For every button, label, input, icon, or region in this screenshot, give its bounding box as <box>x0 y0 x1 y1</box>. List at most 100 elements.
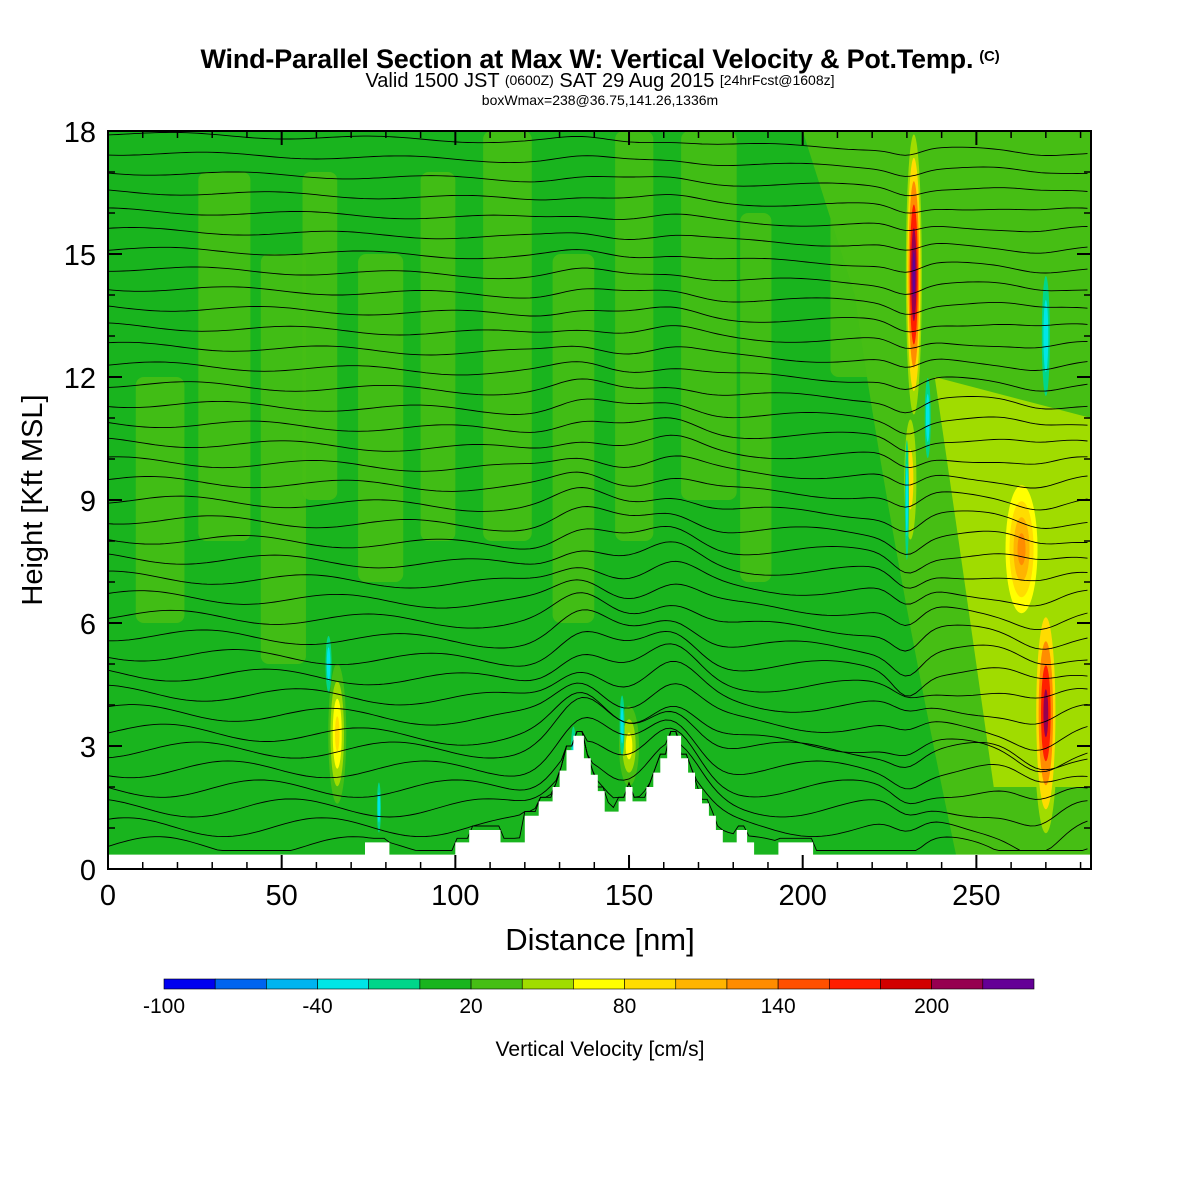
theta-contour <box>108 560 1088 607</box>
theta-contour <box>108 592 1088 652</box>
theta-contour <box>108 171 1088 197</box>
updraft-streak <box>260 254 306 664</box>
colorbar-swatch <box>726 978 779 990</box>
colorbar-tick-label: -40 <box>302 995 332 1018</box>
x-axis-label: Distance [nm] <box>505 922 695 957</box>
theta-contour <box>108 609 1088 677</box>
theta-contour <box>108 361 1088 392</box>
y-tick-label: 9 <box>80 486 96 518</box>
theta-contour <box>108 682 1088 751</box>
axes: 0 50 100 150 200 250 0 3 6 9 12 15 18 <box>64 117 1091 912</box>
colorbar-swatch <box>573 978 625 990</box>
theta-contour <box>108 305 1088 333</box>
y-tick-label: 18 <box>64 117 96 149</box>
terrain <box>108 735 1091 869</box>
updraft-streak <box>740 213 772 582</box>
theta-contours <box>108 131 1088 851</box>
theta-contour <box>108 525 1088 574</box>
theta-contour <box>108 697 1088 771</box>
updraft-streak <box>615 131 654 541</box>
updraft-streak <box>358 254 404 582</box>
theta-contour <box>108 541 1088 589</box>
colorbar-tick-label: 140 <box>761 995 796 1018</box>
theta-contour <box>108 434 1088 469</box>
downdraft-streak <box>620 707 624 744</box>
y-tick-label: 0 <box>80 855 96 887</box>
x-tick-label: 0 <box>100 880 116 912</box>
colorbar-tick-label: -100 <box>143 995 185 1018</box>
downdraft-streak <box>925 394 930 442</box>
colorbar-swatch <box>931 978 984 990</box>
theta-contour <box>108 692 1088 773</box>
colorbar-swatch <box>214 978 267 990</box>
x-tick-label: 150 <box>605 880 653 912</box>
theta-contour <box>108 246 1088 274</box>
theta-contour <box>108 341 1088 371</box>
updraft-streak <box>135 377 185 623</box>
colorbar-swatch <box>317 978 370 990</box>
theta-contour <box>108 660 1088 725</box>
colorbar-swatch <box>675 978 728 990</box>
colorbar-swatch <box>521 978 574 990</box>
y-tick-label: 3 <box>80 732 96 764</box>
colorbar-swatch <box>624 978 677 990</box>
downdraft-streak <box>905 464 909 536</box>
y-tick-label: 15 <box>64 240 96 272</box>
colorbar-label: Vertical Velocity [cm/s] <box>495 1038 705 1061</box>
updraft-streak <box>420 172 456 541</box>
theta-contour <box>108 189 1088 214</box>
theta-contour <box>108 417 1088 453</box>
terrain-mask <box>108 735 1091 869</box>
velocity-field <box>108 131 1091 869</box>
theta-contour <box>108 471 1088 511</box>
theta-contour <box>108 151 1088 177</box>
theta-contour <box>108 506 1088 555</box>
colorbar-swatch <box>419 978 472 990</box>
colorbar-swatch <box>266 978 318 990</box>
theta-contour <box>108 286 1088 315</box>
y-axis-label: Height [Kft MSL] <box>17 394 49 605</box>
chart-title: Wind-Parallel Section at Max W: Vertical… <box>200 44 1000 74</box>
colorbar-swatch <box>880 978 932 990</box>
updraft-core <box>912 251 916 298</box>
updraft-core <box>1043 689 1049 738</box>
theta-contour <box>108 378 1088 414</box>
theta-contour <box>108 398 1088 435</box>
chart-box-info: boxWmax=238@36.75,141.26,1336m <box>481 92 719 108</box>
colorbar: -100 -40 20 80 140 200 <box>143 978 1035 1018</box>
x-tick-label: 100 <box>431 880 479 912</box>
theta-contour <box>108 487 1088 533</box>
downdraft-streak <box>1043 300 1049 372</box>
updraft-core <box>335 716 340 752</box>
updraft-streak <box>483 131 532 541</box>
colorbar-tick-label: 200 <box>914 995 949 1018</box>
theta-contour <box>108 731 1088 827</box>
colorbar-swatch <box>163 978 216 990</box>
colorbar-swatch <box>368 978 421 990</box>
colorbar-tick-label: 80 <box>613 995 636 1018</box>
chart-subtitle: Valid 1500 JST (0600Z) SAT 29 Aug 2015 [… <box>365 70 835 92</box>
x-tick-label: 200 <box>779 880 827 912</box>
theta-contour <box>108 643 1088 699</box>
y-tick-label: 6 <box>80 609 96 641</box>
theta-contour <box>108 630 1088 697</box>
updraft-streak <box>302 172 338 500</box>
colorbar-tick-label: 20 <box>459 995 482 1018</box>
y-tick-label: 12 <box>64 363 96 395</box>
theta-contour <box>108 131 1088 156</box>
theta-contour <box>108 207 1088 233</box>
theta-contour <box>108 266 1088 295</box>
colorbar-swatch <box>982 978 1035 990</box>
x-tick-label: 250 <box>952 880 1000 912</box>
theta-contour <box>108 455 1088 489</box>
x-tick-label: 50 <box>266 880 298 912</box>
theta-contour <box>108 727 1088 805</box>
theta-contour <box>108 579 1088 631</box>
colorbar-swatch <box>828 978 881 990</box>
theta-contour <box>108 227 1088 254</box>
updraft-streak <box>198 172 251 541</box>
downdraft-streak <box>377 792 381 823</box>
theta-contour <box>108 322 1088 349</box>
colorbar-swatch <box>470 978 523 990</box>
